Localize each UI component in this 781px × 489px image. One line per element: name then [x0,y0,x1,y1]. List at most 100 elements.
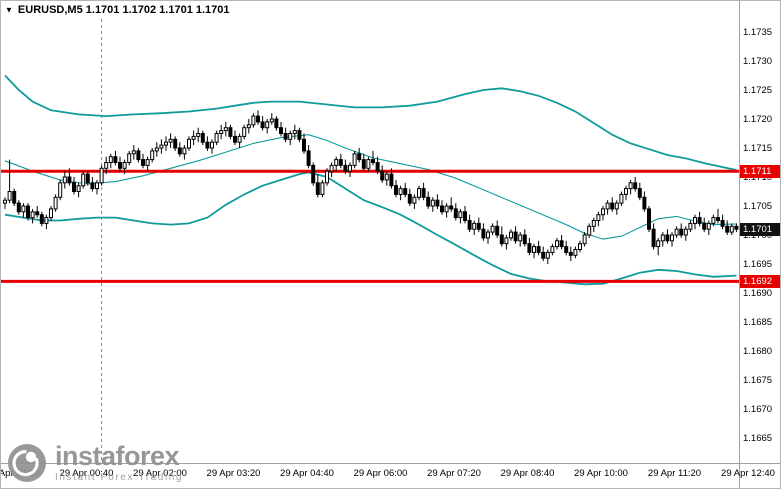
time-axis-label: 29 Apr 08:40 [500,468,555,479]
candle-body [536,246,541,253]
candle-body [85,173,90,184]
time-axis-label: 29 Apr 00:40 [59,468,114,479]
candle-body [242,127,247,137]
candle-body [555,240,559,248]
candle-body [44,217,49,224]
candle-body [532,246,536,253]
candle-body [329,164,334,172]
candle-body [656,240,661,248]
candle-body [605,202,610,210]
candle-body [352,153,357,166]
price-axis-label: 1.1665 [743,432,773,444]
candle-body [467,220,472,230]
candle-body [58,182,63,198]
candle-body [509,231,513,239]
time-axis-label: 29 Apr 11:20 [647,468,702,479]
candle-body [334,159,339,166]
candle-body [481,228,486,239]
candle-body [104,162,109,169]
candle-body [591,220,596,227]
price-axis-label: 1.1720 [743,113,773,125]
time-axis-label: 29 Apr 06:00 [353,468,408,479]
candle-body [76,185,81,192]
time-axis-label: 29 Apr 12:40 [721,468,775,479]
candle-body [251,115,256,126]
candle-body [154,147,159,152]
candle-body [679,228,684,236]
candle-body [573,249,578,256]
candle-body [357,153,362,161]
candle-body [384,173,389,181]
price-axis-label: 1.1695 [743,258,773,270]
candle-body [320,182,325,195]
candle-body [545,251,550,259]
instaforex-logo-icon [8,444,46,482]
candle-body [421,188,426,198]
candle-body [141,159,145,166]
candle-body [504,237,509,245]
candle-body [228,127,233,137]
candle-body [315,182,320,195]
candle-body [647,208,651,230]
candle-body [21,205,26,213]
bollinger-middle-band [4,134,737,240]
candle-body [619,193,624,204]
candle-body [380,170,385,181]
candle-body [302,138,306,152]
candle-body [306,150,311,166]
candle-body [734,225,739,230]
candle-body [564,246,569,253]
candle-body [518,234,523,242]
candle-body [394,185,398,195]
candle-body [182,147,187,155]
candle-body [361,159,366,169]
candle-body [196,133,201,137]
price-axis-label: 1.1715 [743,142,773,154]
candle-body [702,222,707,230]
candle-body [582,234,587,245]
candle-body [642,196,647,210]
candle-body [651,228,656,248]
candle-body [279,127,283,134]
candle-body [200,133,205,143]
candle-body [283,133,288,140]
candle-body [297,130,302,140]
price-axis-label: 1.1705 [743,200,773,212]
candle-body [26,205,30,219]
candle-body [683,228,688,236]
symbol-dropdown-icon[interactable]: ▼ [5,5,13,15]
candle-body [716,217,720,222]
candle-body [610,202,615,210]
candle-body [150,150,155,161]
price-axis-label: 1.1735 [743,26,773,38]
price-axis-label: 1.1730 [743,55,773,67]
candle-body [269,118,274,123]
candle-body [495,225,500,236]
candle-body [177,147,182,155]
candle-body [256,115,260,123]
candle-body [476,222,481,230]
candle-body [136,150,141,161]
price-axis-label: 1.1675 [743,374,773,386]
candle-body [693,217,697,224]
candle-body [453,208,458,219]
candle-body [444,205,449,213]
candle-body [99,167,104,184]
candle-body [578,243,582,250]
candle-body [131,150,136,155]
candle-body [430,199,435,207]
candle-body [670,234,674,242]
candle-body [674,228,679,236]
candle-body [62,176,67,184]
candle-body [398,188,403,195]
candlestick-series [3,110,739,264]
candle-body [665,234,670,242]
candle-body [191,135,196,140]
bollinger-bands [4,74,737,286]
candle-body [624,188,628,195]
candle-body [325,170,329,184]
current-price-badge: 1.1701 [740,222,780,236]
candle-body [568,251,573,256]
